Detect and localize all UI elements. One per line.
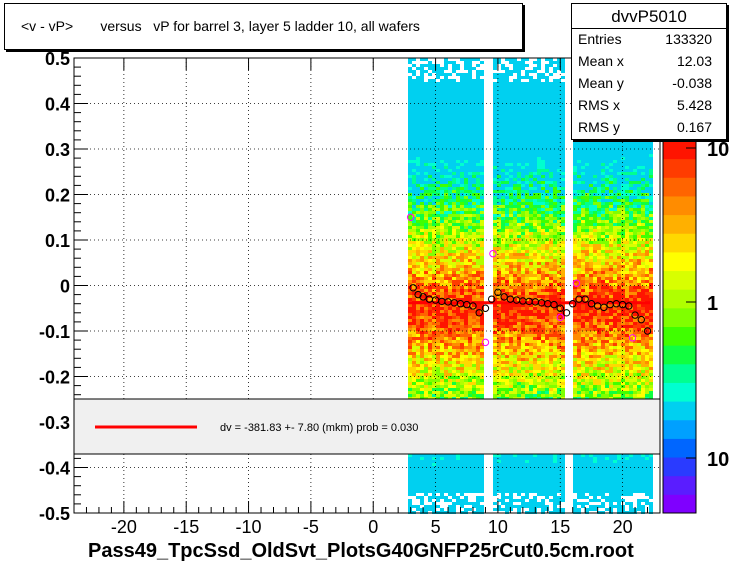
stats-label: Mean x [578,53,624,69]
profile-point [569,300,577,308]
y-tick-label: -0.1 [39,322,70,342]
stats-row: Mean x 12.03 [578,53,720,75]
palette-cell [663,140,696,160]
palette-border [662,139,697,514]
palette-cell [663,251,696,272]
profile-point [550,300,558,309]
stats-label: Mean y [578,75,624,91]
palette-cell [663,345,696,365]
stats-value: 12.03 [676,53,712,69]
stats-row: RMS x 5.428 [578,97,720,119]
palette-cell [663,307,696,327]
palette-cell [663,214,696,234]
palette-cell [663,494,696,514]
y-tick-label: 0.5 [45,49,70,69]
legend-fit-text: dv = -381.83 +- 7.80 (mkm) prob = 0.030 [220,422,418,434]
palette-cell [663,457,696,477]
x-tick-label: 15 [550,517,570,537]
profile-point [643,327,652,335]
stats-label: Entries [578,31,622,47]
plot-title: <v - vP> versus vP for barrel 3, layer 5… [21,18,420,34]
profile-point [625,302,633,310]
x-tick-label: 10 [488,517,508,537]
palette-cell [663,419,696,439]
profile-point [637,315,645,324]
palette-cell [663,158,696,178]
profile-point [631,311,639,319]
x-tick-label: -15 [173,517,199,537]
palette-cell [663,233,696,253]
profile-point [487,295,496,303]
y-tick-label: 0.2 [45,186,70,206]
profile-point [556,304,564,312]
profile-point [562,309,571,317]
y-tick-label: 0.4 [45,95,70,115]
stats-value: 133320 [665,31,712,47]
x-tick-label: 0 [368,517,378,537]
palette-cell [663,177,696,197]
z-tick-label: 10 [707,139,729,161]
profile-points [406,213,652,347]
palette-cell [663,270,696,290]
stats-row: Entries 133320 [578,31,720,53]
stats-label: RMS x [578,97,620,113]
y-tick-label: -0.5 [39,504,70,524]
outlier-point [628,334,637,342]
outlier-point [572,279,581,287]
profile-point [500,293,508,301]
color-palette: 10 1 10 [662,139,729,514]
fit-legend: dv = -381.83 +- 7.80 (mkm) prob = 0.030 [73,398,661,455]
profile-point [409,284,417,292]
stats-value: 0.167 [676,119,712,135]
palette-cell [663,289,696,309]
y-tick-label: -0.2 [39,368,70,388]
x-tick-label: -10 [236,517,262,537]
stats-row: Mean y -0.038 [578,75,720,97]
x-tick-label: 5 [431,517,441,537]
palette-cell [663,382,696,402]
y-tick-label: -0.3 [39,413,70,433]
x-axis-title: Pass49_TpcSsd_OldSvt_PlotsG40GNFP25rCut0… [88,540,634,562]
palette-cell [663,195,696,216]
profile-point [600,303,608,312]
z-tick-label: 1 [707,293,718,315]
axes: -20 -15 -10 -5 0 5 10 15 20 -0.5 -0.4 -0.3 -0.2 -0.1 0… [39,49,661,537]
profile-point [419,293,427,301]
outlier-point [406,213,415,221]
profile-point [475,309,483,317]
y-tick-label: -0.4 [39,459,70,479]
profile-point [581,295,589,303]
title-box: <v - vP> versus vP for barrel 3, layer 5… [4,3,523,50]
stats-box: dvvP5010 Entries 133320 Mean x 12.03 Mea… [571,3,727,140]
outlier-point [481,338,490,347]
stats-value: -0.038 [672,75,712,91]
profile-point [481,304,490,312]
stats-title: dvvP5010 [572,4,726,29]
profile-point [494,288,502,297]
z-tick-label: 10 [707,449,729,471]
palette-cell [663,326,696,346]
profile-point [587,300,596,308]
outlier-point [489,249,497,258]
stats-value: 5.428 [676,97,712,113]
y-tick-label: 0.3 [45,140,70,160]
palette-cell [663,401,696,421]
palette-cell [663,438,696,458]
profile-point [469,302,477,310]
y-tick-label: 0.1 [45,231,70,251]
stats-row: RMS y 0.167 [578,119,720,141]
x-tick-label: -5 [303,517,319,537]
palette-cell [663,363,696,383]
stats-label: RMS y [578,119,620,135]
palette-cell [663,475,696,495]
y-tick-label: 0 [60,277,70,297]
outlier-point [556,313,564,322]
x-tick-label: -20 [111,517,137,537]
x-tick-label: 20 [613,517,633,537]
